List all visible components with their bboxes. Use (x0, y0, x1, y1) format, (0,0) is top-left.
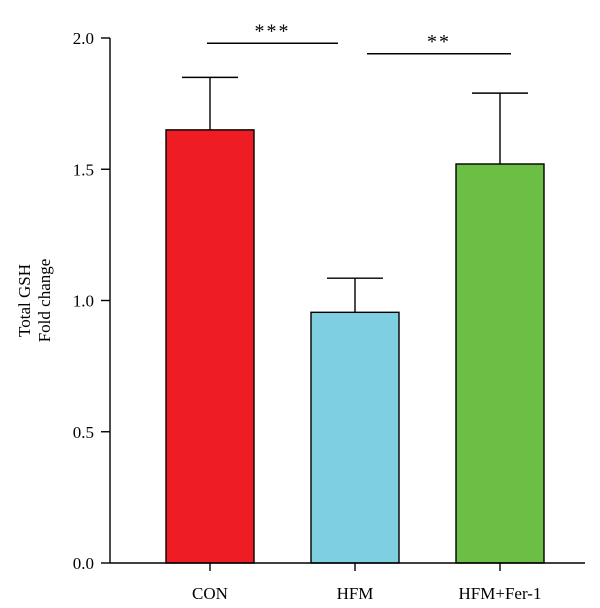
x-category-label: CON (192, 584, 228, 603)
bars (165, 129, 545, 564)
y-axis-label: Total GSHFold change (15, 259, 54, 343)
bar-con (165, 129, 255, 564)
bar-hfm-fer-1 (455, 163, 545, 564)
x-category-label: HFM+Fer-1 (459, 584, 542, 603)
y-axis-title-line: Total GSH (15, 264, 34, 337)
bar-hfm (310, 311, 400, 564)
significance-label: ** (427, 31, 451, 53)
y-axis-title-line: Fold change (35, 259, 54, 343)
x-axis: CON HFM HFM+Fer-1 (110, 562, 585, 603)
significance-annotations: *** ** (207, 20, 511, 55)
error-bars (182, 76, 528, 313)
y-axis: 0.0 0.5 1.0 1.5 2.0 (73, 29, 111, 573)
y-axis-title: Total GSHFold change (15, 259, 54, 343)
y-tick-label: 0.5 (73, 423, 94, 442)
significance-label: *** (255, 20, 291, 42)
y-tick-label: 1.0 (73, 292, 94, 311)
y-tick-label: 2.0 (73, 29, 94, 48)
x-category-label: HFM (337, 584, 374, 603)
y-tick-label: 0.0 (73, 554, 94, 573)
y-tick-label: 1.5 (73, 160, 94, 179)
